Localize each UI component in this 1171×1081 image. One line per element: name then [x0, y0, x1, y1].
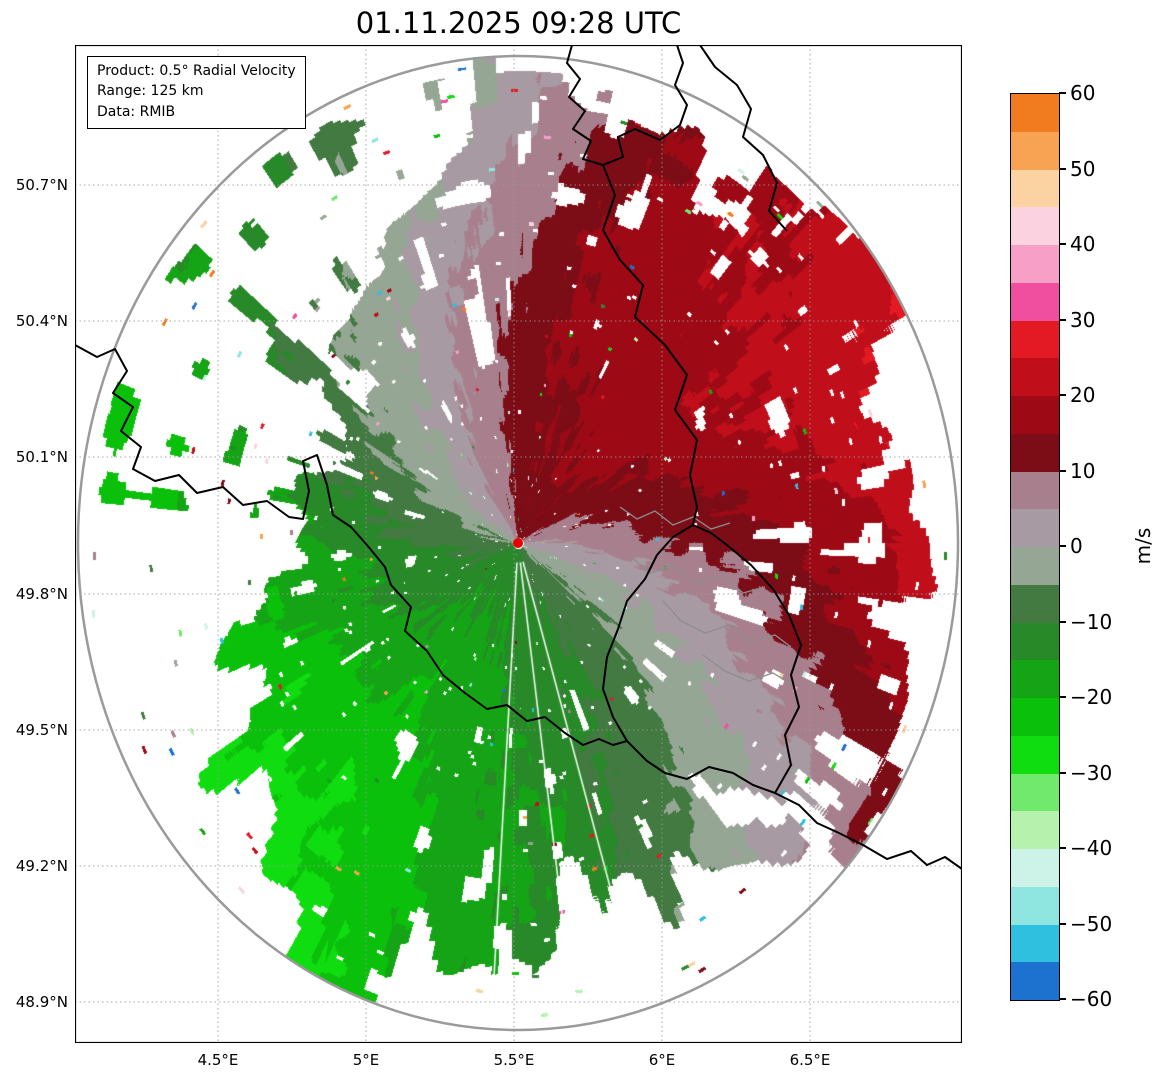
colorbar-band	[1011, 396, 1059, 434]
colorbar-tick	[1059, 696, 1066, 698]
colorbar-unit-label: m/s	[1131, 527, 1155, 565]
border-belgium-germany	[602, 164, 698, 526]
colorbar-tick	[1059, 620, 1066, 623]
colorbar-tick	[1059, 394, 1066, 396]
colorbar-band	[1011, 698, 1059, 736]
colorbar-band	[1011, 358, 1059, 396]
colorbar-band	[1011, 509, 1059, 547]
colorbar-band	[1011, 282, 1059, 321]
colorbar-tick-label: −50	[1070, 911, 1113, 936]
lon-tick-label: 4.5°E	[197, 1051, 239, 1069]
lon-tick-label: 6°E	[648, 1051, 676, 1069]
map-overlay	[75, 45, 962, 1043]
colorbar	[1010, 93, 1060, 1001]
country-borders	[75, 45, 962, 870]
colorbar-band	[1011, 622, 1059, 661]
colorbar-band	[1011, 94, 1059, 132]
plot-title: 01.11.2025 09:28 UTC	[355, 6, 682, 40]
colorbar-tick-label: −20	[1070, 685, 1113, 709]
colorbar-band	[1011, 849, 1059, 887]
border-north-loop	[566, 45, 688, 166]
colorbar-tick	[1059, 545, 1066, 547]
colorbar-tick	[1059, 847, 1066, 849]
colorbar-band	[1011, 547, 1059, 585]
colorbar-band	[1011, 207, 1059, 245]
colorbar-tick-label: −60	[1070, 987, 1113, 1011]
colorbar-band	[1011, 924, 1059, 963]
colorbar-tick	[1059, 998, 1066, 1000]
radar-site-marker	[513, 538, 523, 548]
range-ring	[76, 54, 960, 1032]
colorbar-tick	[1059, 243, 1066, 245]
colorbar-tick-label: 40	[1070, 232, 1096, 256]
lon-tick-label: 5°E	[352, 1051, 380, 1069]
colorbar-tick-label: 10	[1070, 458, 1096, 483]
colorbar-tick-label: −40	[1070, 836, 1113, 860]
colorbar-band	[1011, 433, 1059, 472]
colorbar-bands	[1011, 94, 1059, 1000]
lon-tick-label: 6.5°E	[789, 1051, 831, 1069]
border-france-belgium	[75, 344, 628, 746]
colorbar-band	[1011, 962, 1059, 1000]
lat-tick-label: 50.1°N	[15, 448, 68, 466]
lon-tick-label: 5.5°E	[493, 1051, 535, 1069]
colorbar-tick	[1059, 771, 1066, 774]
admin-border	[702, 654, 794, 686]
colorbar-band	[1011, 471, 1059, 510]
border-luxembourg	[602, 524, 802, 794]
admin-border	[630, 556, 766, 594]
colorbar-tick	[1059, 167, 1066, 170]
colorbar-tick-label: 30	[1070, 307, 1096, 332]
lat-tick-label: 50.7°N	[15, 176, 68, 194]
colorbar-tick	[1059, 922, 1066, 925]
colorbar-tick-label: 0	[1070, 534, 1083, 558]
border-northeast	[699, 45, 788, 232]
admin-border	[662, 600, 792, 648]
colorbar-tick-label: 60	[1070, 81, 1096, 105]
border-france-germany	[774, 792, 962, 870]
colorbar-band	[1011, 773, 1059, 812]
colorbar-band	[1011, 245, 1059, 283]
colorbar-tick-label: 20	[1070, 383, 1096, 407]
lat-tick-label: 49.8°N	[15, 585, 68, 603]
plot-frame	[75, 45, 962, 1043]
lat-tick-label: 49.2°N	[15, 857, 68, 875]
lat-tick-label: 50.4°N	[15, 312, 68, 330]
colorbar-band	[1011, 131, 1059, 170]
colorbar-tick-label: −10	[1070, 609, 1113, 634]
lat-tick-label: 49.5°N	[15, 721, 68, 739]
lat-tick-label: 48.9°N	[15, 993, 68, 1011]
radar-plot-area: Product: 0.5° Radial Velocity Range: 125…	[75, 45, 962, 1043]
colorbar-tick	[1059, 469, 1066, 472]
colorbar-tick-label: −30	[1070, 760, 1113, 785]
info-data-line: Data: RMIB	[97, 103, 176, 120]
gridlines	[75, 45, 962, 1043]
colorbar-band	[1011, 660, 1059, 698]
colorbar-band	[1011, 584, 1059, 623]
colorbar-band	[1011, 169, 1059, 208]
colorbar-tick	[1059, 318, 1066, 321]
colorbar-tick	[1059, 92, 1066, 94]
colorbar-band	[1011, 811, 1059, 849]
info-product-line: Product: 0.5° Radial Velocity	[97, 63, 296, 79]
colorbar-band	[1011, 886, 1059, 925]
colorbar-band	[1011, 735, 1059, 774]
product-info-box: Product: 0.5° Radial Velocity Range: 125…	[87, 56, 306, 129]
colorbar-tick-label: 50	[1070, 156, 1096, 181]
admin-borders-gray	[619, 506, 794, 686]
colorbar-band	[1011, 320, 1059, 359]
admin-border	[619, 506, 731, 530]
info-range-line: Range: 125 km	[97, 83, 204, 100]
